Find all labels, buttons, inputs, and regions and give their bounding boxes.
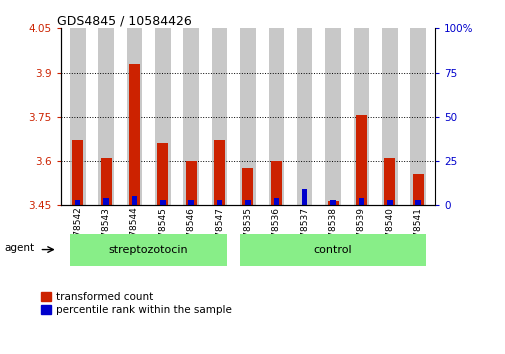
Bar [100,158,111,205]
Bar [129,64,140,205]
Text: streptozotocin: streptozotocin [109,245,188,255]
Bar [273,198,278,205]
Bar [160,200,165,205]
Bar [240,28,255,205]
Bar [183,28,198,205]
Bar [240,234,425,266]
Bar [268,28,283,205]
Bar [212,28,227,205]
Bar [355,115,366,205]
Bar [381,28,397,205]
Bar [330,200,335,205]
Bar [75,200,80,205]
Bar [70,234,227,266]
Bar [242,169,253,205]
Bar [415,200,420,205]
Bar [412,175,423,205]
Bar [157,143,168,205]
Bar [296,28,312,205]
Bar [386,200,392,205]
Bar [384,158,394,205]
Text: GDS4845 / 10584426: GDS4845 / 10584426 [57,14,191,27]
Bar [103,198,109,205]
Bar [185,161,196,205]
Bar [245,200,250,205]
Bar [98,28,114,205]
Bar [155,28,170,205]
Bar [410,28,425,205]
Bar [358,198,364,205]
Text: agent: agent [5,243,35,253]
Text: control: control [313,245,351,255]
Bar [214,141,225,205]
Bar [217,200,222,205]
Bar [72,141,83,205]
Bar [188,200,193,205]
Legend: transformed count, percentile rank within the sample: transformed count, percentile rank withi… [40,292,232,315]
Bar [126,28,142,205]
Bar [131,196,137,205]
Bar [325,28,340,205]
Bar [270,161,281,205]
Bar [301,189,307,205]
Bar [327,201,338,205]
Bar [353,28,369,205]
Bar [70,28,85,205]
